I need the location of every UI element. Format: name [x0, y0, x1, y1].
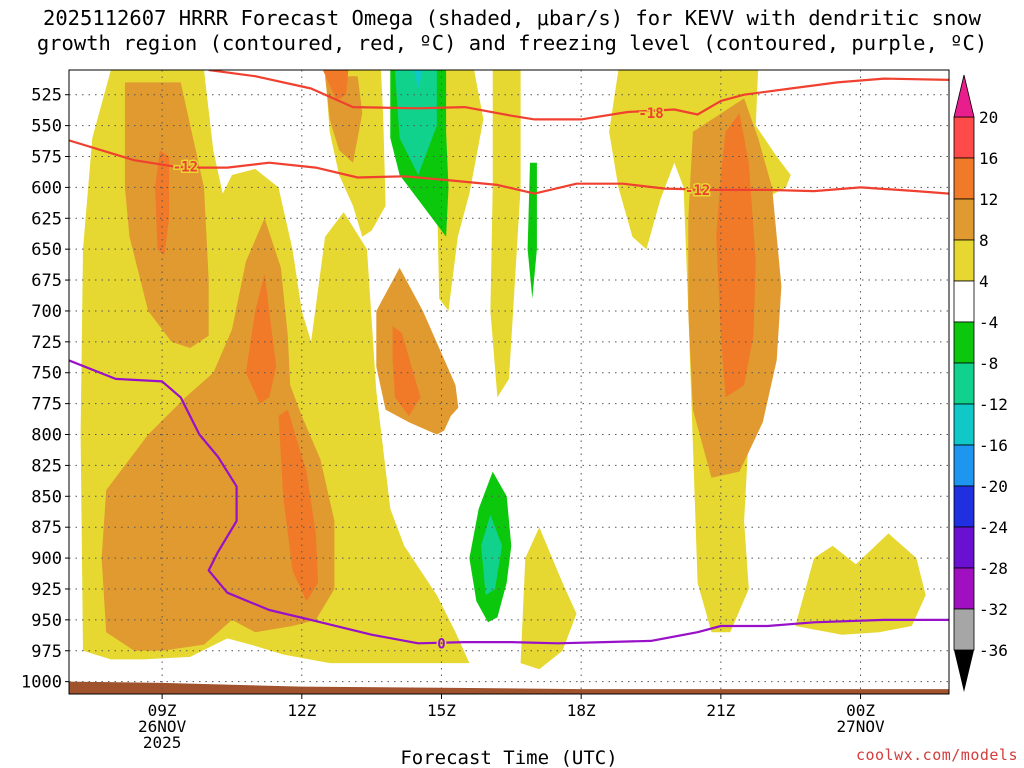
omega-region-cyan-a — [413, 70, 423, 89]
y-tick-label-625: 625 — [31, 209, 62, 229]
contour-label-dgz-lower-0: -12 — [173, 159, 198, 175]
y-tick-label-575: 575 — [31, 147, 62, 167]
contour-dgz-upper — [208, 70, 949, 121]
omega-region-green-b — [527, 162, 537, 299]
y-tick-label-1000: 1000 — [21, 673, 62, 693]
colorbar-label--12: -12 — [979, 395, 1008, 414]
x-tick-label-09Z-1: 26NOV — [138, 717, 187, 736]
y-axis: 525 550 575 600 625 650 675 700 725 750 775 800 825 8… — [21, 86, 69, 693]
y-tick-label-900: 900 — [31, 549, 62, 569]
omega-region-teal-a — [394, 70, 437, 175]
terrain-ground — [69, 681, 949, 694]
omega-region-dark-e — [716, 113, 756, 398]
colorbar-bin-8-4 — [953, 239, 975, 282]
colorbar-label-4: 4 — [979, 272, 989, 291]
colorbar-label-12: 12 — [979, 190, 998, 209]
colorbar-label--36: -36 — [979, 641, 1008, 660]
y-tick-label-850: 850 — [31, 487, 62, 507]
colorbar-label--4: -4 — [979, 313, 998, 332]
colorbar-bin--12--16 — [953, 403, 975, 446]
x-tick-label-09Z-0: 09Z — [148, 701, 177, 720]
plot-frame — [68, 69, 950, 695]
colorbar-bottom-arrow — [954, 650, 974, 692]
colorbar-label--32: -32 — [979, 600, 1008, 619]
y-tick-label-650: 650 — [31, 240, 62, 260]
omega-region-dark-d — [392, 325, 421, 416]
colorbar-bin--8--12 — [953, 362, 975, 405]
colorbar-bin-16-12 — [953, 157, 975, 200]
title-line-2: growth region (contoured, red, ºC) and f… — [36, 31, 988, 55]
y-tick-label-800: 800 — [31, 426, 62, 446]
contour-freezing-level — [69, 359, 949, 645]
omega-region-white-b — [422, 385, 493, 521]
colorbar-label-20: 20 — [979, 108, 998, 127]
title-line-1: 2025112607 HRRR Forecast Omega (shaded, … — [43, 6, 981, 30]
omega-region-orange-b — [101, 218, 335, 651]
colorbar-bin-4--4 — [953, 280, 975, 323]
colorbar-label-16: 16 — [979, 149, 998, 168]
colorbar: 20 16 12 8 4 -4 -8 -12 -16 -20 -24 -28 -32 -36 — [953, 74, 1008, 692]
omega-region-dark-b — [245, 273, 277, 404]
chart-title: 2025112607 HRRR Forecast Omega (shaded, … — [0, 6, 1024, 56]
colorbar-bin--4--8 — [953, 321, 975, 364]
colorbar-bin--28--32 — [953, 567, 975, 610]
y-tick-label-675: 675 — [31, 271, 62, 291]
x-tick-label-18Z-0: 18Z — [567, 701, 596, 720]
x-tick-label-21Z-0: 21Z — [706, 701, 735, 720]
y-tick-label-975: 975 — [31, 642, 62, 662]
x-tick-label-12Z-0: 12Z — [287, 701, 316, 720]
colorbar-label--16: -16 — [979, 436, 1008, 455]
colorbar-bin--32--36 — [953, 608, 975, 651]
colorbar-bin--24--28 — [953, 526, 975, 569]
watermark: coolwx.com/models — [855, 746, 1018, 764]
omega-region-ridge-e — [520, 527, 577, 670]
colorbar-label--20: -20 — [979, 477, 1008, 496]
x-tick-label-00Z-1: 27NOV — [836, 717, 885, 736]
contour-dgz-lower — [69, 139, 949, 195]
y-tick-label-600: 600 — [31, 178, 62, 198]
omega-region-dark-c — [278, 409, 319, 602]
contour-label-dgz-upper-0: -18 — [638, 106, 663, 122]
colorbar-bin--20--24 — [953, 485, 975, 528]
omega-region-dark-f — [322, 70, 349, 101]
omega-field — [69, 70, 949, 694]
x-tick-label-15Z-0: 15Z — [427, 701, 456, 720]
colorbar-label-8: 8 — [979, 231, 989, 250]
omega-region-teal-b — [481, 514, 502, 596]
colorbar-label--28: -28 — [979, 559, 1008, 578]
y-tick-label-925: 925 — [31, 580, 62, 600]
y-tick-label-725: 725 — [31, 333, 62, 353]
y-tick-label-825: 825 — [31, 456, 62, 476]
contour-label-freezing-level-0: 0 — [437, 636, 445, 652]
omega-region-dark-a — [155, 150, 170, 256]
contour-lines: -18 -12 -12 0 — [69, 70, 949, 654]
colorbar-bin-12-8 — [953, 198, 975, 241]
y-tick-label-875: 875 — [31, 518, 62, 538]
x-axis-label: Forecast Time (UTC) — [400, 747, 617, 768]
omega-region-ridge-c — [436, 70, 484, 311]
colorbar-label--24: -24 — [979, 518, 1008, 537]
y-tick-label-700: 700 — [31, 302, 62, 322]
omega-region-ridge-d — [490, 70, 521, 398]
colorbar-label--8: -8 — [979, 354, 998, 373]
colorbar-top-arrow — [953, 74, 975, 118]
x-tick-label-09Z-2: 2025 — [143, 733, 182, 752]
contour-label-dgz-lower-1: -12 — [685, 183, 710, 199]
y-tick-label-775: 775 — [31, 395, 62, 415]
gridlines — [69, 70, 949, 694]
y-tick-label-550: 550 — [31, 117, 62, 137]
y-tick-label-950: 950 — [31, 611, 62, 631]
y-tick-label-525: 525 — [31, 86, 62, 106]
y-tick-label-750: 750 — [31, 364, 62, 384]
x-tick-label-00Z-0: 00Z — [846, 701, 875, 720]
colorbar-bin-20-16 — [953, 116, 975, 159]
colorbar-bin--16--20 — [953, 444, 975, 487]
